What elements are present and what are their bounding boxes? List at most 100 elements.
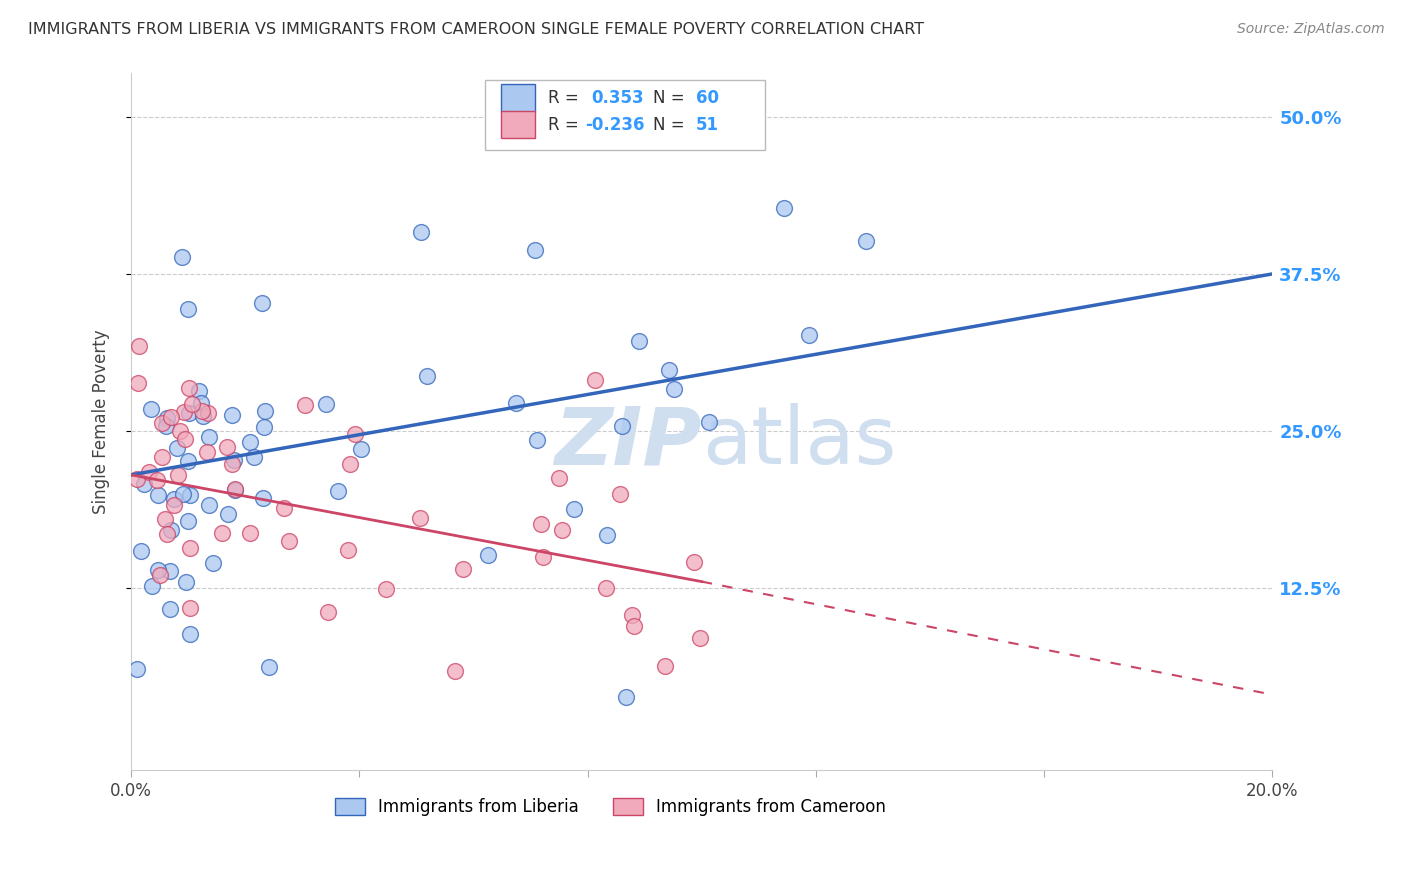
Point: [239, 526, 262, 541]
Point: [125, 472, 148, 486]
Point: [166, 441, 188, 455]
Point: [658, 363, 681, 377]
FancyBboxPatch shape: [501, 111, 536, 138]
Point: [797, 327, 820, 342]
Point: [128, 338, 150, 352]
Point: [173, 405, 195, 419]
Point: [551, 524, 574, 538]
Point: [477, 548, 499, 562]
Point: [524, 244, 547, 258]
Point: [163, 498, 186, 512]
Point: [444, 664, 467, 678]
Point: [139, 402, 162, 417]
Text: IMMIGRANTS FROM LIBERIA VS IMMIGRANTS FROM CAMEROON SINGLE FEMALE POVERTY CORREL: IMMIGRANTS FROM LIBERIA VS IMMIGRANTS FR…: [28, 22, 924, 37]
Point: [614, 690, 637, 704]
Point: [146, 563, 169, 577]
Text: 0.353: 0.353: [591, 89, 644, 107]
Point: [595, 581, 617, 595]
Text: R =: R =: [548, 116, 583, 134]
Point: [596, 527, 619, 541]
Point: [628, 334, 651, 348]
Text: atlas: atlas: [702, 403, 896, 482]
Legend: Immigrants from Liberia, Immigrants from Cameroon: Immigrants from Liberia, Immigrants from…: [326, 789, 894, 824]
Point: [146, 474, 169, 488]
Point: [177, 453, 200, 467]
Point: [156, 527, 179, 541]
Text: 51: 51: [696, 116, 718, 134]
Point: [155, 419, 177, 434]
Point: [221, 408, 243, 422]
Point: [411, 225, 433, 239]
Point: [609, 487, 631, 501]
Point: [662, 382, 685, 396]
Point: [254, 403, 277, 417]
Point: [530, 517, 553, 532]
Point: [191, 409, 214, 423]
Point: [294, 398, 316, 412]
Point: [172, 250, 194, 264]
Point: [191, 404, 214, 418]
Point: [318, 605, 340, 619]
Point: [344, 427, 367, 442]
Text: N =: N =: [652, 116, 689, 134]
Point: [179, 381, 201, 395]
Point: [169, 424, 191, 438]
Point: [257, 660, 280, 674]
Point: [202, 556, 225, 570]
Point: [277, 534, 299, 549]
Text: N =: N =: [652, 89, 689, 107]
Point: [129, 544, 152, 558]
Point: [224, 482, 246, 496]
Point: [409, 510, 432, 524]
FancyBboxPatch shape: [501, 84, 536, 112]
Point: [179, 627, 201, 641]
Point: [150, 416, 173, 430]
Point: [772, 202, 794, 216]
Text: ZIP: ZIP: [554, 403, 702, 482]
Point: [623, 619, 645, 633]
Point: [159, 564, 181, 578]
Point: [252, 491, 274, 506]
Point: [127, 662, 149, 676]
Point: [374, 582, 396, 596]
Point: [221, 457, 243, 471]
Point: [350, 442, 373, 456]
Point: [526, 433, 548, 447]
Text: 60: 60: [696, 89, 718, 107]
Point: [273, 500, 295, 515]
Point: [224, 483, 246, 497]
Point: [217, 507, 239, 521]
Point: [160, 523, 183, 537]
Point: [252, 420, 274, 434]
Point: [562, 502, 585, 516]
Y-axis label: Single Female Poverty: Single Female Poverty: [93, 329, 110, 514]
Point: [174, 432, 197, 446]
Point: [138, 465, 160, 479]
Point: [250, 295, 273, 310]
Text: Source: ZipAtlas.com: Source: ZipAtlas.com: [1237, 22, 1385, 37]
Point: [172, 487, 194, 501]
Point: [163, 491, 186, 506]
Point: [179, 600, 201, 615]
Point: [339, 458, 361, 472]
Point: [153, 512, 176, 526]
Point: [416, 369, 439, 384]
Point: [682, 555, 704, 569]
Point: [855, 234, 877, 248]
Point: [159, 602, 181, 616]
Point: [315, 397, 337, 411]
Text: -0.236: -0.236: [585, 116, 645, 134]
Point: [195, 444, 218, 458]
Point: [176, 514, 198, 528]
Point: [548, 471, 571, 485]
Point: [239, 434, 262, 449]
Point: [610, 419, 633, 434]
Point: [167, 467, 190, 482]
Point: [211, 526, 233, 541]
Point: [620, 607, 643, 622]
Point: [150, 450, 173, 465]
Point: [531, 549, 554, 564]
Point: [190, 396, 212, 410]
Point: [697, 415, 720, 429]
Point: [215, 440, 238, 454]
